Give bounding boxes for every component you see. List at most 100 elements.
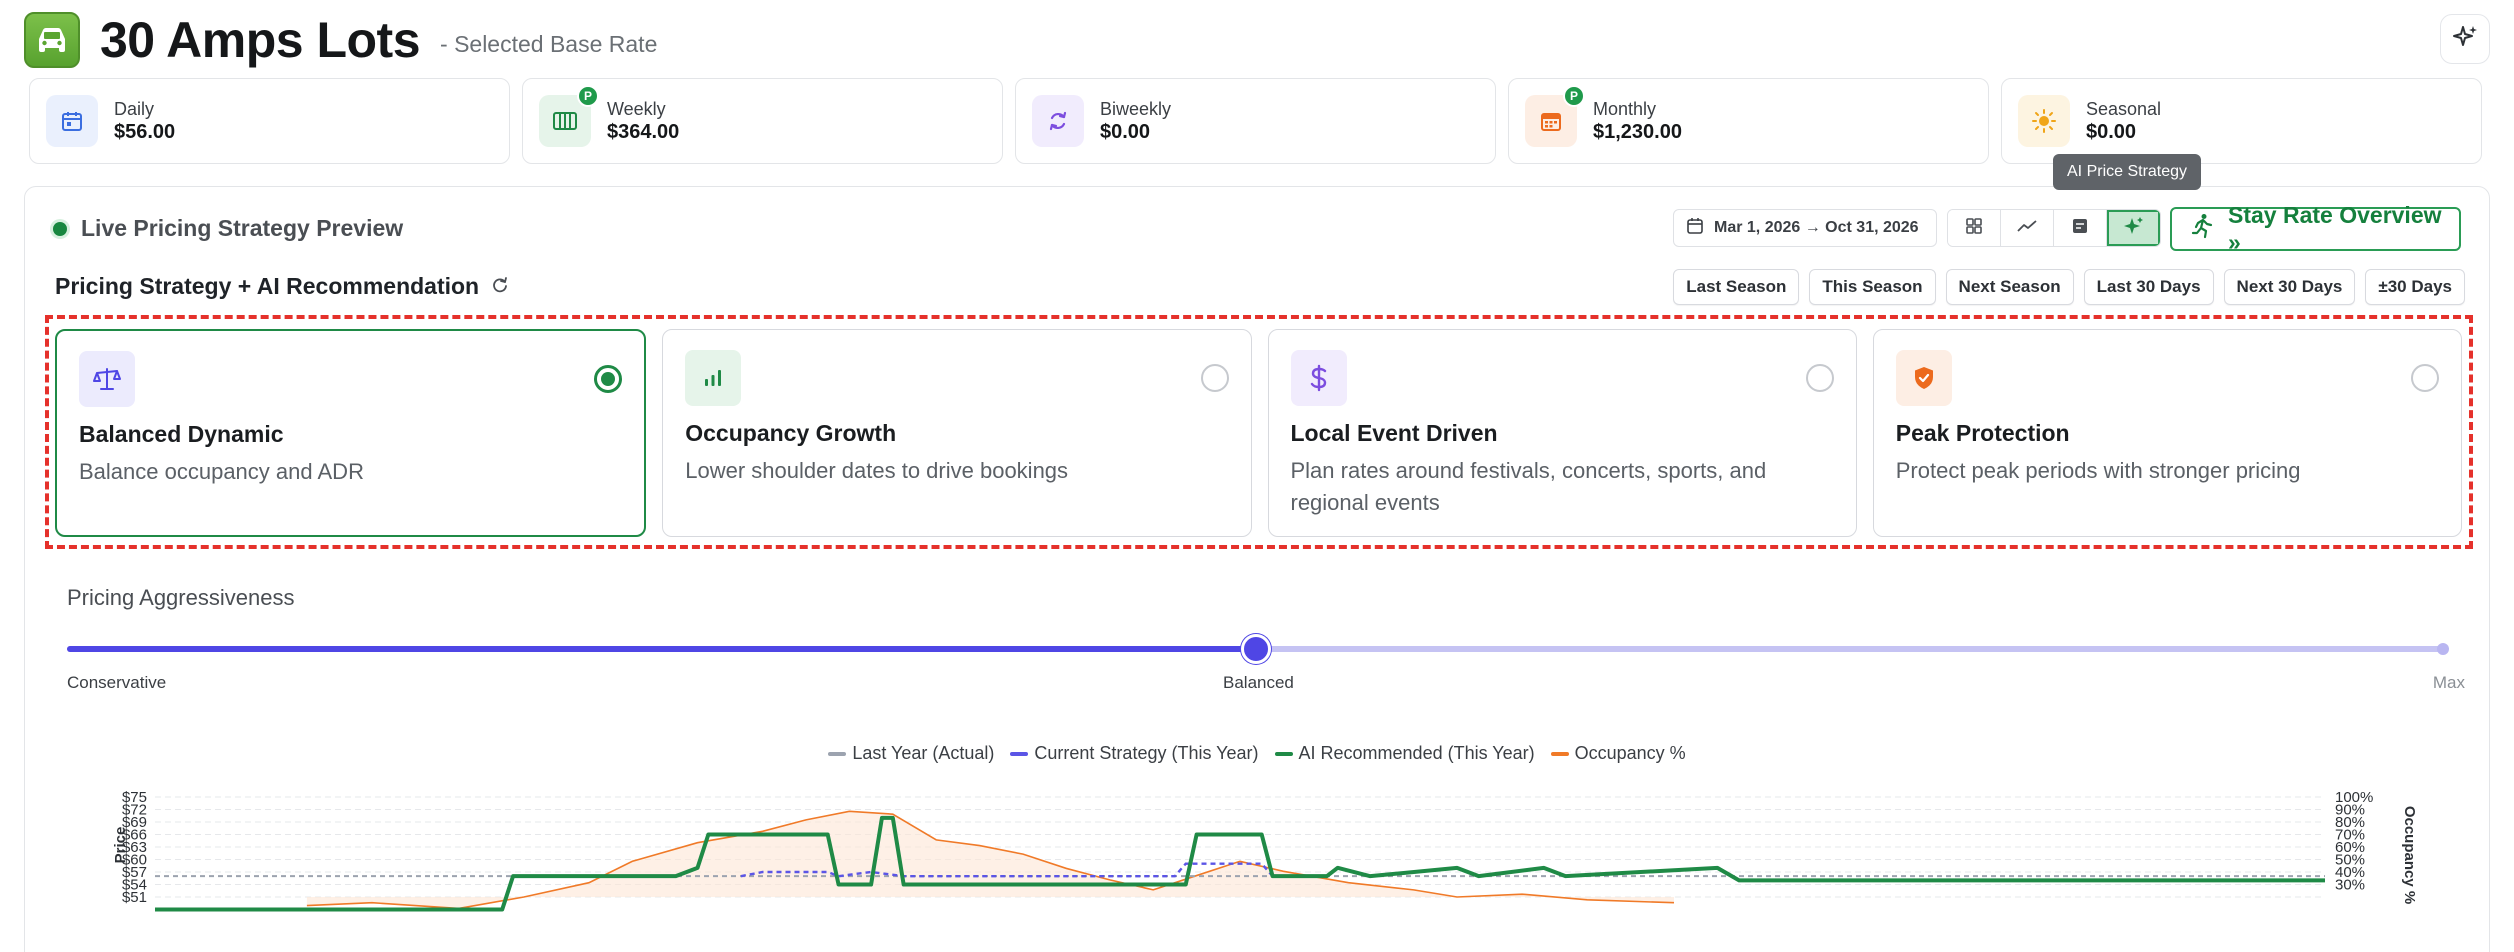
strategy-card-local-event-driven[interactable]: Local Event Driven Plan rates around fes… — [1267, 329, 1857, 537]
live-preview-header: Live Pricing Strategy Preview — [53, 215, 403, 242]
strategy-highlight-frame — [45, 315, 2473, 549]
strategy-description: Lower shoulder dates to drive bookings — [685, 458, 1069, 483]
live-status-dot — [53, 221, 67, 236]
pricing-aggressiveness-title: Pricing Aggressiveness — [67, 585, 295, 610]
last-30-days-button[interactable]: Last 30 Days — [2083, 269, 2214, 305]
date-range-picker[interactable]: Mar 1, 2026 → Oct 31, 2026 — [1673, 209, 1937, 247]
rate-value: $0.00 — [1100, 120, 1151, 143]
rate-card-daily[interactable]: Daily $56.00 — [29, 78, 510, 164]
legend-label: Occupancy % — [1574, 743, 1686, 763]
strategy-radio[interactable] — [1805, 364, 1834, 392]
strategy-name: Occupancy Growth — [685, 420, 897, 446]
y2-tick-label: 80% — [2335, 814, 2365, 831]
slider-max-label: Max — [2432, 673, 2465, 692]
live-preview-label: Live Pricing Strategy Preview — [81, 215, 404, 241]
plus-minus-30-days-button[interactable]: ±30 Days — [2365, 269, 2465, 305]
strategy-description: Protect peak periods with stronger prici… — [1895, 458, 2301, 483]
grid-icon — [1965, 217, 1983, 240]
slider-thumb[interactable] — [1241, 634, 1271, 664]
legend-item-current-strategy[interactable]: Current Strategy (This Year) — [1010, 743, 1259, 764]
occupancy-area — [306, 811, 1674, 909]
y-tick-label: $69 — [122, 814, 147, 831]
strategy-name: Local Event Driven — [1290, 420, 1498, 446]
rate-card-weekly[interactable]: P Weekly $364.00 — [522, 78, 1003, 164]
report-icon — [2071, 217, 2089, 240]
y2-tick-label: 60% — [2335, 839, 2365, 856]
rate-card-monthly[interactable]: P Monthly $1,230.00 — [1508, 78, 1989, 164]
legend-item-last-year[interactable]: Last Year (Actual) — [828, 743, 994, 764]
next-season-button[interactable]: Next Season — [1945, 269, 2074, 305]
pinned-badge: P — [1563, 85, 1585, 107]
strategy-card-occupancy-growth[interactable]: Occupancy Growth Lower shoulder dates to… — [662, 329, 1252, 537]
y2-tick-label: 30% — [2335, 877, 2365, 894]
trend-view-button[interactable] — [2001, 210, 2054, 246]
y-tick-label: $57 — [122, 864, 147, 881]
rate-value: $364.00 — [607, 120, 680, 143]
slider-mid-label: Balanced — [1223, 673, 1294, 692]
ai-recommended-line — [155, 815, 2325, 912]
y2-tick-label: 50% — [2335, 852, 2365, 869]
quick-range-buttons: Last Season This Season Next Season Last… — [1673, 269, 2465, 305]
strategy-radio[interactable] — [594, 365, 623, 393]
scale-icon — [79, 351, 135, 407]
stay-rate-overview-label: Stay Rate Overview » — [2228, 202, 2442, 255]
y-tick-label: $54 — [122, 877, 147, 894]
strategy-description: Plan rates around festivals, concerts, s… — [1290, 458, 1767, 515]
chart-legend: Last Year (Actual) Current Strategy (Thi… — [25, 743, 2489, 764]
rate-label: Monthly — [1593, 98, 1657, 119]
ai-strategy-view-button[interactable] — [2107, 210, 2160, 246]
current-strategy-line — [740, 862, 1274, 878]
slider-end-marker — [2437, 643, 2449, 655]
y-tick-label: $66 — [122, 827, 147, 844]
rate-card-biweekly[interactable]: Biweekly $0.00 — [1015, 78, 1496, 164]
legend-swatch — [828, 751, 847, 756]
shield-icon — [1895, 350, 1952, 406]
y-tick-label: $72 — [122, 802, 147, 819]
sparkle-icon — [2123, 215, 2145, 242]
this-season-button[interactable]: This Season — [1809, 269, 1936, 305]
rate-label: Biweekly — [1100, 98, 1172, 119]
strategy-card-peak-protection[interactable]: Peak Protection Protect peak periods wit… — [1872, 329, 2462, 537]
pinned-badge: P — [577, 85, 599, 107]
last-season-button[interactable]: Last Season — [1673, 269, 1800, 305]
legend-item-ai-recommended[interactable]: AI Recommended (This Year) — [1274, 743, 1535, 764]
y2-tick-label: 100% — [2335, 789, 2373, 806]
page-title: 30 Amps Lots — [100, 12, 421, 68]
bar-chart-icon — [685, 350, 742, 406]
calendar-icon — [46, 95, 98, 147]
slider-min-label: Conservative — [67, 673, 167, 692]
stay-rate-overview-button[interactable]: Stay Rate Overview » — [2170, 202, 2461, 255]
rate-value: $0.00 — [2086, 120, 2137, 143]
strategy-card-balanced-dynamic[interactable]: Balanced Dynamic Balance occupancy and A… — [55, 329, 647, 537]
pricing-panel: Live Pricing Strategy Preview Mar 1, 202… — [24, 186, 2490, 952]
rate-value: $1,230.00 — [1593, 120, 1682, 143]
legend-item-occupancy[interactable]: Occupancy % — [1550, 743, 1686, 764]
legend-label: AI Recommended (This Year) — [1298, 743, 1535, 763]
sparkle-icon — [2451, 23, 2479, 56]
rate-card-seasonal[interactable]: Seasonal $0.00 — [2001, 78, 2482, 164]
strategy-radio[interactable] — [1200, 364, 1229, 392]
price-occupancy-chart: $75$72$69$66$63$60$57$54$51 100%90%80%70%… — [112, 789, 2418, 912]
y2-tick-label: 90% — [2335, 802, 2365, 819]
view-toggle-group — [1947, 209, 2161, 247]
ai-sparkle-button[interactable] — [2440, 14, 2490, 64]
grid-view-button[interactable] — [1948, 210, 2001, 246]
slider-fill — [67, 646, 1256, 652]
y2-tick-label: 70% — [2335, 827, 2365, 844]
report-view-button[interactable] — [2054, 210, 2107, 246]
strategy-radio[interactable] — [2411, 364, 2439, 392]
week-grid-icon: P — [539, 85, 599, 147]
next-30-days-button[interactable]: Next 30 Days — [2223, 269, 2356, 305]
page-subtitle: - Selected Base Rate — [440, 30, 658, 57]
aggressiveness-slider[interactable] — [67, 634, 2449, 664]
y-tick-label: $63 — [122, 839, 147, 856]
y-axis-label: Price — [112, 827, 129, 864]
dollar-icon — [1290, 350, 1347, 406]
strategy-name: Balanced Dynamic — [79, 421, 284, 447]
y-tick-label: $60 — [122, 852, 147, 869]
refresh-icon — [1032, 95, 1084, 147]
refresh-icon[interactable] — [491, 273, 509, 300]
month-calendar-icon: P — [1525, 85, 1585, 147]
strategy-name: Peak Protection — [1895, 420, 2070, 446]
legend-swatch — [1274, 751, 1293, 756]
